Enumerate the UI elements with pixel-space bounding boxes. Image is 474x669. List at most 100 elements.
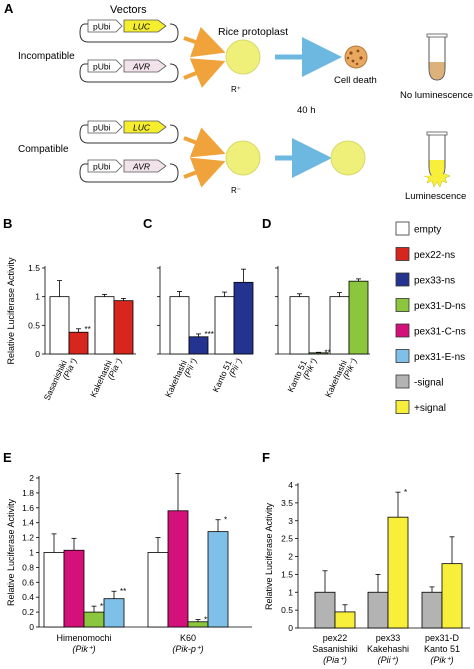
dead-cell-icon bbox=[344, 45, 368, 69]
avr-gene bbox=[123, 159, 167, 173]
x-tick-sublabel: (Pia⁺) bbox=[323, 655, 347, 665]
x-tick-label: pex33 bbox=[376, 633, 401, 643]
y-tick-label: 4 bbox=[288, 480, 293, 490]
bar bbox=[113, 300, 134, 355]
x-tick-sublabel: (Pik⁻) bbox=[340, 356, 358, 380]
y-tick-label: 1.5 bbox=[281, 569, 293, 579]
panel-b-letter: B bbox=[3, 216, 12, 231]
legend-swatch bbox=[395, 374, 410, 389]
panel-f-letter: F bbox=[262, 450, 270, 465]
plasmid-luc-1: pUbi LUC bbox=[79, 19, 179, 43]
x-tick-sublabel: (Pii⁻) bbox=[226, 356, 243, 378]
y-tick-label: 2.5 bbox=[281, 534, 293, 544]
luc-label: LUC bbox=[133, 123, 151, 133]
cell-death-label: Cell death bbox=[334, 75, 377, 86]
y-tick-label: 0.6 bbox=[22, 577, 34, 587]
vectors-label: Vectors bbox=[110, 4, 147, 16]
panel-d-letter: D bbox=[262, 216, 271, 231]
legend-label: +signal bbox=[414, 403, 446, 414]
x-tick-label: pex31-D bbox=[425, 633, 460, 643]
legend-swatch bbox=[395, 323, 410, 338]
bar bbox=[169, 296, 190, 355]
y-tick-label: 1.5 bbox=[28, 263, 40, 273]
luc-label: LUC bbox=[133, 22, 151, 32]
promoter-label: pUbi bbox=[93, 62, 111, 72]
legend-label: empty bbox=[414, 225, 441, 236]
living-cell bbox=[330, 140, 366, 176]
bar bbox=[43, 552, 65, 628]
x-tick-sublabel: (Pik⁺) bbox=[430, 655, 453, 665]
protoplast-cell bbox=[225, 140, 261, 176]
significance-mark: * bbox=[404, 488, 407, 497]
chart-f: 0 0.5 1 1.5 2 2.5 3 3.5 4 Relative Luciferase Act… bbox=[264, 480, 470, 665]
y-tick-label: 0.5 bbox=[281, 605, 293, 615]
x-tick-label: K60 bbox=[180, 633, 196, 643]
y-axis-label: Relative Luciferase Activity bbox=[264, 502, 274, 610]
avr-gene bbox=[123, 59, 167, 73]
x-tick-sublabel: Sasanishiki bbox=[312, 644, 358, 654]
bar bbox=[387, 516, 409, 629]
luc-gene bbox=[123, 19, 167, 33]
tube-luminescence-icon bbox=[423, 131, 451, 188]
bar bbox=[367, 591, 389, 629]
y-tick-label: 2 bbox=[29, 473, 34, 483]
legend-swatch bbox=[395, 272, 410, 287]
y-tick-label: 2 bbox=[288, 552, 293, 562]
chart-d: ***Kanto 51(Pik⁺) Kakehashi(Pik⁻) bbox=[275, 266, 370, 399]
x-tick-sublabel: (Pik⁺) bbox=[72, 644, 95, 654]
legend-label: pex22-ns bbox=[414, 250, 455, 261]
y-tick-label: 3.5 bbox=[281, 498, 293, 508]
bar bbox=[83, 611, 105, 628]
promoter-label: pUbi bbox=[93, 22, 111, 32]
promoter-label: pUbi bbox=[93, 123, 111, 133]
significance-mark: *** bbox=[205, 330, 214, 339]
legend-swatch bbox=[395, 400, 410, 414]
time-label: 40 h bbox=[297, 105, 316, 116]
legend-swatch bbox=[395, 247, 410, 261]
bar bbox=[167, 510, 189, 628]
x-tick-label: Himenomochi bbox=[56, 633, 111, 643]
y-tick-label: 0.8 bbox=[22, 562, 34, 572]
protoplast-label: Rice protoplast bbox=[218, 26, 288, 38]
legend-label: pex31-E-ns bbox=[414, 352, 465, 363]
significance-mark: ** bbox=[120, 587, 126, 596]
significance-mark: * bbox=[224, 516, 227, 525]
y-tick-label: 1 bbox=[288, 587, 293, 597]
bar bbox=[348, 280, 369, 355]
x-tick-sublabel: (Pii⁺) bbox=[378, 655, 399, 665]
plasmid-luc-2: pUbi LUC bbox=[79, 120, 179, 144]
bar bbox=[289, 296, 310, 355]
x-tick-sublabel: (Pii⁺) bbox=[181, 356, 198, 378]
y-axis-label: Relative Luciferase Activity bbox=[6, 257, 16, 365]
tube-no-luminescence-icon bbox=[426, 33, 448, 81]
r-plus-label: R⁺ bbox=[231, 85, 241, 94]
y-tick-label: 0 bbox=[35, 349, 40, 359]
y-tick-label: 3 bbox=[288, 516, 293, 526]
significance-mark: ** bbox=[85, 325, 91, 334]
bar bbox=[94, 296, 115, 355]
y-tick-label: 0 bbox=[29, 622, 34, 632]
incompatible-label: Incompatible bbox=[18, 51, 75, 62]
panel-e-letter: E bbox=[3, 450, 12, 465]
bar bbox=[214, 296, 235, 355]
protoplast-cell bbox=[225, 39, 261, 75]
panel-c-letter: C bbox=[143, 216, 153, 231]
legend-label: pex31-C-ns bbox=[414, 327, 466, 338]
compatible-label: Compatible bbox=[18, 144, 69, 155]
bar bbox=[314, 591, 336, 629]
arrow-orange bbox=[183, 58, 226, 88]
x-tick-label: pex22 bbox=[323, 633, 348, 643]
y-tick-label: 1.2 bbox=[22, 533, 34, 543]
x-tick-sublabel: (Pik⁺) bbox=[300, 356, 318, 380]
arrow-orange bbox=[183, 26, 226, 58]
y-tick-label: 1.4 bbox=[22, 518, 34, 528]
y-tick-label: 0.4 bbox=[22, 592, 34, 602]
bar bbox=[147, 552, 169, 628]
chart-e: 0 0.2 0.4 0.6 0.8 1 1.2 1.4 1.6 1.8 2 Relative Luci… bbox=[6, 473, 252, 654]
promoter-label: pUbi bbox=[93, 162, 111, 172]
legend-label: pex31-D-ns bbox=[414, 301, 466, 312]
plasmid-avr-2: pUbi AVR bbox=[79, 159, 179, 183]
